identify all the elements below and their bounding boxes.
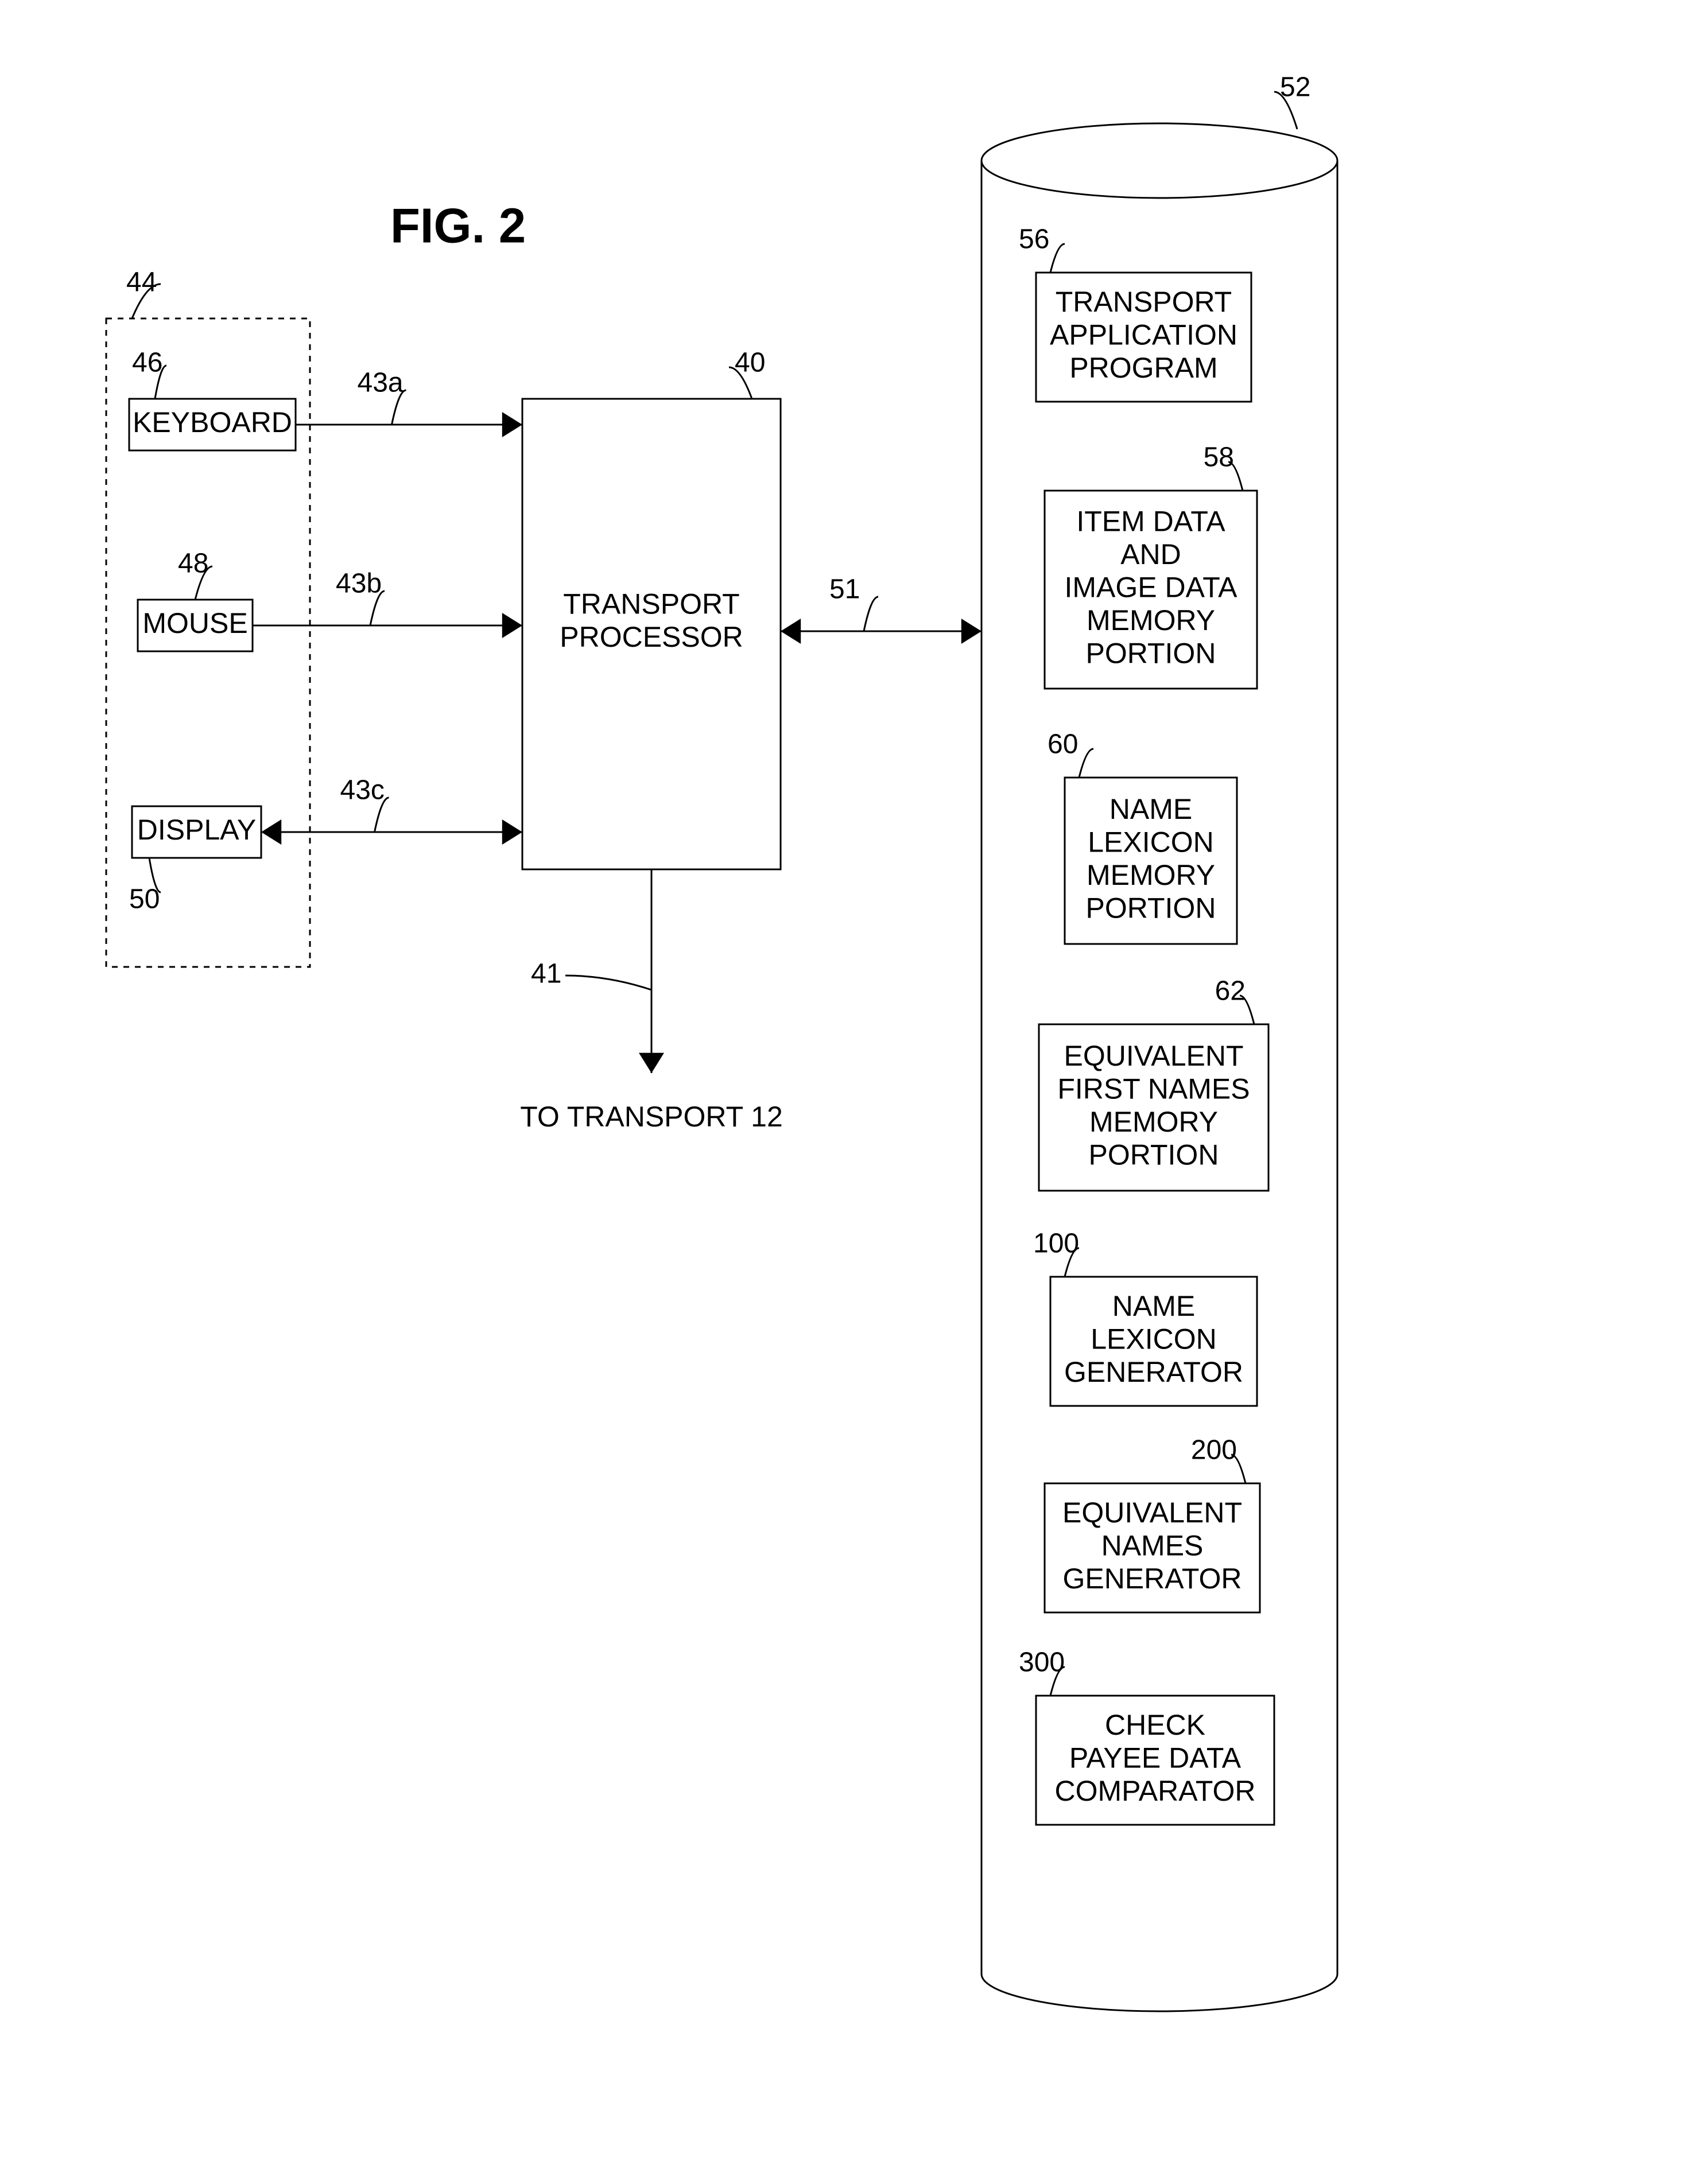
svg-text:58: 58: [1204, 442, 1234, 473]
svg-text:41: 41: [531, 959, 561, 989]
svg-text:60: 60: [1048, 729, 1078, 760]
svg-text:43c: 43c: [340, 775, 385, 806]
figure-title: FIG. 2: [390, 199, 526, 253]
cylinder-item-label: ITEM DATAANDIMAGE DATAMEMORYPORTION: [1065, 506, 1238, 670]
svg-text:46: 46: [132, 348, 162, 378]
cylinder-item-label: TRANSPORTAPPLICATIONPROGRAM: [1050, 286, 1237, 384]
svg-text:50: 50: [129, 884, 160, 915]
svg-text:200: 200: [1191, 1435, 1237, 1466]
svg-text:MOUSE: MOUSE: [142, 607, 247, 639]
svg-text:43b: 43b: [336, 569, 382, 599]
svg-text:56: 56: [1019, 224, 1049, 255]
svg-text:44: 44: [126, 267, 157, 298]
svg-text:43a: 43a: [358, 368, 404, 398]
svg-text:TRANSPORTPROCESSOR: TRANSPORTPROCESSOR: [560, 588, 743, 653]
to-transport-label: TO TRANSPORT 12: [520, 1101, 783, 1133]
svg-text:DISPLAY: DISPLAY: [137, 814, 257, 846]
svg-text:62: 62: [1215, 976, 1246, 1006]
svg-text:KEYBOARD: KEYBOARD: [133, 406, 292, 438]
svg-text:51: 51: [829, 574, 860, 605]
